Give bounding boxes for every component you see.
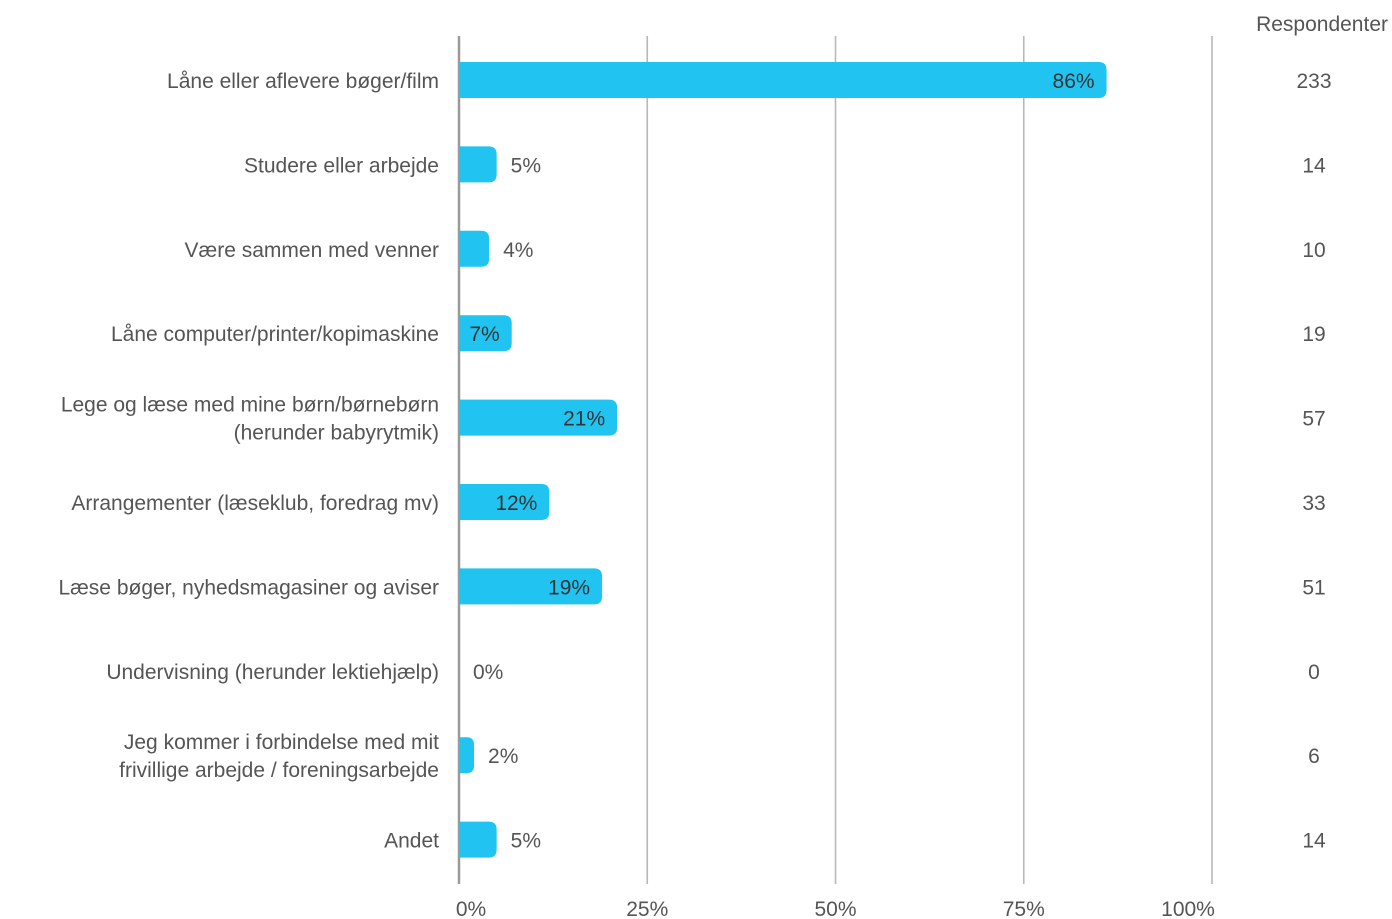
- x-tick-label: 50%: [814, 898, 856, 919]
- category-label: Læse bøger, nyhedsmagasiner og aviser: [58, 576, 439, 599]
- respondents-count: 57: [1302, 408, 1325, 431]
- bar: [459, 399, 618, 436]
- x-tick-label: 100%: [1161, 898, 1215, 919]
- data-label: 7%: [469, 323, 499, 346]
- respondents-header: Respondenter: [1256, 13, 1388, 36]
- respondents-count: 233: [1296, 70, 1331, 93]
- bar: [459, 146, 497, 183]
- x-tick-label: 75%: [1003, 898, 1045, 919]
- respondents-count: 10: [1302, 239, 1325, 262]
- data-label: 2%: [488, 745, 518, 768]
- data-label: 4%: [503, 239, 533, 262]
- bar: [459, 737, 475, 774]
- data-label: 5%: [511, 154, 541, 177]
- category-label: Jeg kommer i forbindelse med mit: [124, 731, 439, 754]
- x-tick-label: 25%: [626, 898, 668, 919]
- category-label: (herunder babyrytmik): [234, 422, 439, 445]
- respondents-count: 33: [1302, 492, 1325, 515]
- category-label: frivillige arbejde / foreningsarbejde: [119, 759, 439, 782]
- bar: [459, 315, 512, 352]
- bar: [459, 821, 497, 858]
- data-label: 5%: [511, 830, 541, 853]
- data-label: 86%: [1053, 70, 1095, 93]
- data-label: 19%: [548, 576, 590, 599]
- category-label: Studere eller arbejde: [244, 154, 439, 177]
- x-tick-label: 0%: [456, 898, 486, 919]
- category-label: Låne computer/printer/kopimaskine: [111, 323, 439, 346]
- category-label: Lege og læse med mine børn/børnebørn: [61, 394, 439, 417]
- bar: [459, 62, 1107, 98]
- data-label: 0%: [473, 661, 503, 684]
- bar: [459, 484, 550, 520]
- respondents-count: 0: [1308, 661, 1320, 684]
- category-label: Være sammen med venner: [185, 239, 439, 262]
- respondents-count: 19: [1302, 323, 1325, 346]
- data-label: 12%: [495, 492, 537, 515]
- respondents-count: 6: [1308, 745, 1320, 768]
- category-label: Undervisning (herunder lektiehjælp): [106, 661, 439, 684]
- bar: [459, 230, 490, 267]
- bar: [459, 568, 603, 605]
- data-label: 21%: [563, 408, 605, 431]
- respondents-count: 51: [1302, 576, 1325, 599]
- category-label: Låne eller aflevere bøger/film: [167, 70, 439, 93]
- category-label: Andet: [384, 830, 439, 853]
- respondents-count: 14: [1302, 830, 1326, 853]
- category-label: Arrangementer (læseklub, foredrag mv): [71, 492, 439, 515]
- respondents-count: 14: [1302, 154, 1326, 177]
